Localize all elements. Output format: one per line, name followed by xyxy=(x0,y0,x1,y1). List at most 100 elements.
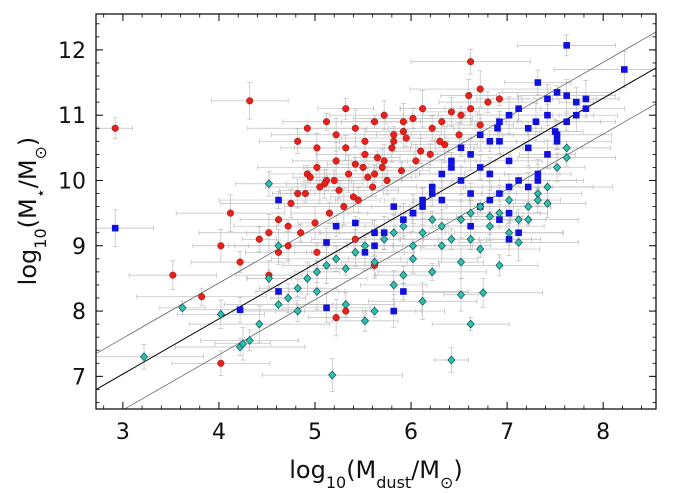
cyan-diamond-point xyxy=(466,208,475,218)
cyan-diamond-point xyxy=(328,370,337,380)
red-circle-point xyxy=(345,170,353,178)
cyan-diamond-point xyxy=(293,306,302,316)
red-circle-point xyxy=(467,58,475,66)
red-circle-point xyxy=(351,235,359,243)
blue-square-point xyxy=(532,118,540,126)
blue-square-point xyxy=(496,216,503,223)
red-circle-point xyxy=(284,242,292,250)
cyan-diamond-point xyxy=(533,195,542,205)
red-circle-point xyxy=(342,105,350,113)
y-axis-label-num-sub: ⋆ xyxy=(31,188,50,198)
cyan-diamond-point xyxy=(264,179,273,189)
red-circle-point xyxy=(217,242,225,250)
blue-square-point xyxy=(534,79,542,86)
red-circle-point xyxy=(330,176,338,185)
blue-square-point xyxy=(505,235,513,243)
cyan-diamond-point xyxy=(543,198,552,208)
cyan-diamond-point xyxy=(418,296,427,306)
blue-square-point xyxy=(236,306,244,314)
red-circle-point xyxy=(476,85,484,93)
red-circle-point xyxy=(342,144,350,152)
x-axis-label-log: log xyxy=(289,456,326,484)
blue-square-point xyxy=(496,190,503,197)
blue-square-point xyxy=(572,98,580,106)
blue-square-point xyxy=(371,229,378,237)
y-axis-label-den-sub: ⊙ xyxy=(31,146,50,159)
cyan-diamond-point xyxy=(312,286,321,297)
blue-square-point xyxy=(457,144,465,152)
red-circle-point xyxy=(287,199,295,207)
red-circle-point xyxy=(246,97,254,105)
cyan-diamond-point xyxy=(543,182,552,192)
red-circle-point xyxy=(390,137,398,145)
blue-square-point xyxy=(553,138,561,145)
blue-square-point xyxy=(467,222,474,230)
red-circle-point xyxy=(371,118,379,126)
red-circle-point xyxy=(388,144,396,152)
cyan-diamond-point xyxy=(139,352,149,362)
red-circle-point xyxy=(217,359,225,367)
red-circle-point xyxy=(284,222,292,230)
cyan-diamond-point xyxy=(274,241,283,251)
data-points-layer xyxy=(111,42,628,380)
blue-square-point xyxy=(553,89,561,96)
blue-square-point xyxy=(486,170,494,178)
red-circle-point xyxy=(294,189,302,198)
blue-square-point xyxy=(494,124,501,132)
error-bars-layer xyxy=(96,34,656,392)
red-circle-point xyxy=(303,124,311,132)
blue-square-point xyxy=(111,224,119,232)
y-axis-label-num: (M xyxy=(14,198,42,228)
y-tick-label: 9 xyxy=(72,235,86,260)
blue-square-point xyxy=(563,42,570,49)
red-circle-point xyxy=(364,173,372,181)
blue-square-point xyxy=(505,111,513,119)
red-circle-point xyxy=(476,121,484,129)
y-axis-label: log10(M⋆/M⊙) xyxy=(14,137,50,286)
cyan-diamond-point xyxy=(485,211,494,221)
red-circle-point xyxy=(198,293,206,301)
cyan-diamond-point xyxy=(360,316,370,326)
red-circle-point xyxy=(322,118,331,126)
blue-square-point xyxy=(361,249,369,256)
red-circle-point xyxy=(380,111,388,119)
cyan-diamond-point xyxy=(264,273,273,283)
cyan-diamond-point xyxy=(504,228,514,238)
fit-lines-layer xyxy=(96,31,656,409)
red-circle-point xyxy=(301,189,309,198)
cyan-diamond-point xyxy=(312,267,321,277)
red-circle-point xyxy=(169,271,177,279)
blue-square-point xyxy=(467,151,474,158)
blue-square-point xyxy=(457,177,465,184)
x-axis-label-base: 10 xyxy=(326,473,346,492)
cyan-diamond-point xyxy=(332,254,341,264)
blue-square-point xyxy=(544,95,551,103)
red-circle-point xyxy=(361,137,369,145)
red-circle-point xyxy=(313,163,321,171)
red-circle-point xyxy=(316,183,324,191)
red-circle-point xyxy=(332,157,340,165)
blue-square-point xyxy=(524,144,532,152)
blue-square-point xyxy=(448,157,455,165)
red-circle-point xyxy=(399,127,407,136)
cyan-diamond-point xyxy=(399,270,408,280)
blue-square-point xyxy=(380,229,388,237)
x-axis-label-den: /M xyxy=(411,456,440,484)
red-circle-point xyxy=(306,173,314,181)
cyan-diamond-point xyxy=(408,241,418,251)
red-circle-point xyxy=(359,163,367,171)
blue-square-point xyxy=(544,111,551,119)
cyan-diamond-point xyxy=(479,288,488,298)
cyan-diamond-point xyxy=(245,335,254,345)
blue-square-point xyxy=(352,219,359,227)
blue-square-point xyxy=(572,111,580,119)
red-circle-point xyxy=(402,134,410,142)
cyan-diamond-point xyxy=(418,228,427,238)
blue-square-point xyxy=(582,95,590,103)
blue-square-point xyxy=(505,183,513,191)
x-tick-label: 6 xyxy=(404,420,418,445)
x-axis-label-num: (M xyxy=(346,456,376,484)
red-circle-point xyxy=(428,124,436,132)
red-circle-point xyxy=(297,229,305,237)
red-circle-point xyxy=(484,98,492,106)
